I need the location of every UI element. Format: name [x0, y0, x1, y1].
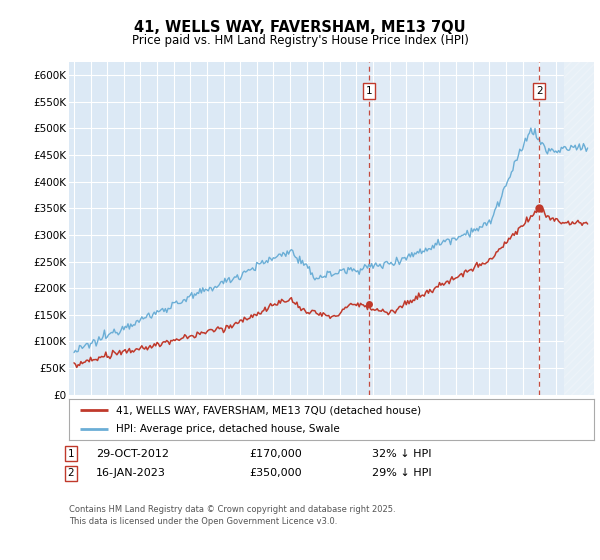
Bar — [564, 62, 598, 395]
Bar — [564, 62, 598, 395]
Text: 41, WELLS WAY, FAVERSHAM, ME13 7QU (detached house): 41, WELLS WAY, FAVERSHAM, ME13 7QU (deta… — [116, 405, 421, 415]
Text: 32% ↓ HPI: 32% ↓ HPI — [372, 449, 431, 459]
Text: £350,000: £350,000 — [249, 468, 302, 478]
Text: 2: 2 — [67, 468, 74, 478]
Text: HPI: Average price, detached house, Swale: HPI: Average price, detached house, Swal… — [116, 424, 340, 434]
Text: 29-OCT-2012: 29-OCT-2012 — [96, 449, 169, 459]
Text: 1: 1 — [365, 86, 372, 96]
Text: 16-JAN-2023: 16-JAN-2023 — [96, 468, 166, 478]
Text: Price paid vs. HM Land Registry's House Price Index (HPI): Price paid vs. HM Land Registry's House … — [131, 34, 469, 46]
Text: 41, WELLS WAY, FAVERSHAM, ME13 7QU: 41, WELLS WAY, FAVERSHAM, ME13 7QU — [134, 20, 466, 35]
Text: 2: 2 — [536, 86, 542, 96]
Text: 29% ↓ HPI: 29% ↓ HPI — [372, 468, 431, 478]
Text: £170,000: £170,000 — [249, 449, 302, 459]
Bar — [369, 62, 598, 395]
Text: 1: 1 — [67, 449, 74, 459]
Text: Contains HM Land Registry data © Crown copyright and database right 2025.
This d: Contains HM Land Registry data © Crown c… — [69, 505, 395, 526]
